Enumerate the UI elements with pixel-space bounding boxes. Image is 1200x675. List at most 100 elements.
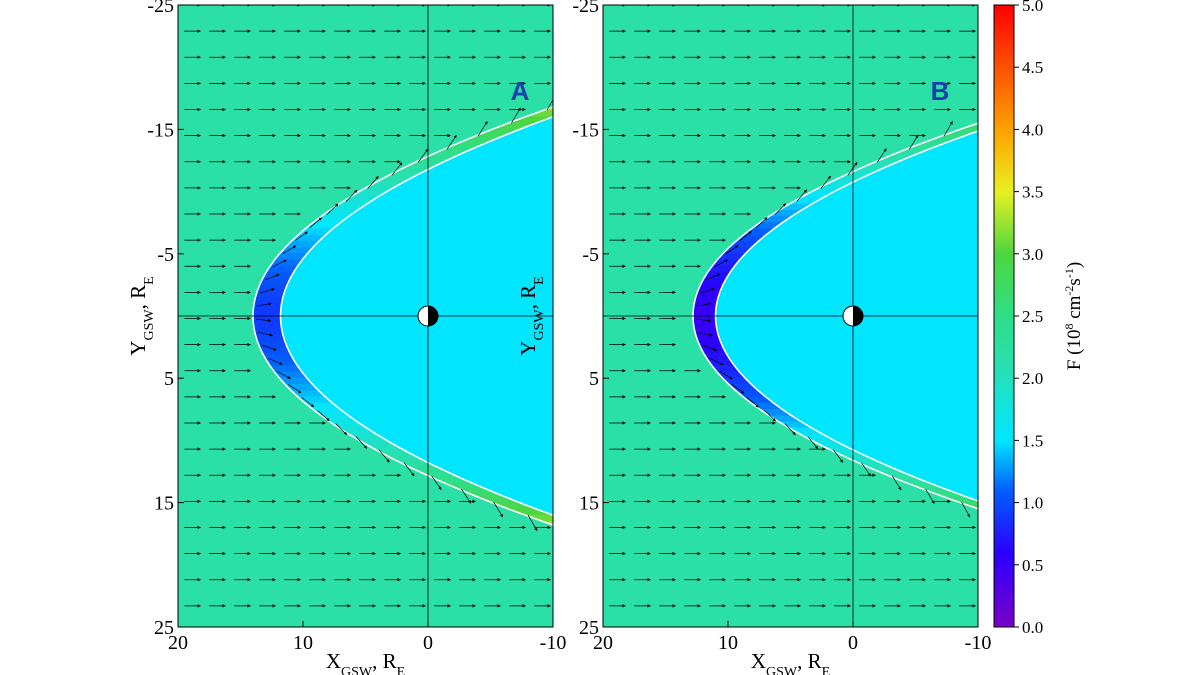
sheath-arrow <box>546 98 553 111</box>
y-tick-label: 15 <box>579 493 599 515</box>
x-tick-label: 10 <box>718 632 738 654</box>
y-tick-label: -15 <box>572 119 599 141</box>
y-tick-label: 15 <box>154 493 174 515</box>
magnetosheath-band <box>253 297 284 304</box>
sheath-arrow <box>309 217 322 228</box>
colorbar-tick-label: 2.5 <box>1022 307 1043 326</box>
sheath-arrow <box>511 107 521 124</box>
x-tick-label: -10 <box>540 632 567 654</box>
magnetosheath-band <box>259 278 291 286</box>
sheath-arrow <box>367 176 379 189</box>
magnetosheath-band <box>1099 546 1144 552</box>
sheath-arrow <box>847 162 858 176</box>
sheath-arrow <box>272 259 287 268</box>
magnetosheath-band <box>1036 98 1079 104</box>
sheath-arrow <box>981 108 989 124</box>
magnetosheath-band <box>699 346 727 354</box>
sheath-arrow <box>257 331 273 337</box>
y-tick-label: 25 <box>154 617 174 639</box>
x-tick-label: 0 <box>423 632 433 654</box>
sheath-arrow <box>696 302 712 307</box>
magnetosheath-band <box>1099 80 1144 86</box>
colorbar-tick-label: 4.0 <box>1022 120 1043 139</box>
sheath-arrow <box>833 449 844 463</box>
magnetosheath-band <box>262 353 295 360</box>
sheath-arrow <box>755 217 768 228</box>
sheath-arrow <box>925 488 935 504</box>
colorbar-tick-label: 1.5 <box>1022 431 1043 450</box>
magnetosheath-band <box>259 346 291 354</box>
colorbar-label-end: ) <box>1064 262 1085 268</box>
magnetosheath-band <box>560 527 606 533</box>
plot-frame <box>602 4 979 628</box>
colorbar-label-main: F (10 <box>1064 330 1085 371</box>
sheath-arrow <box>391 162 403 176</box>
y-tick-label: -15 <box>147 119 174 141</box>
sheath-arrow <box>698 331 713 337</box>
x-tick-label: 20 <box>168 632 188 654</box>
earth-icon <box>417 305 439 327</box>
y-tick-label: -5 <box>582 244 599 266</box>
magnetosheath-band <box>560 98 606 104</box>
sheath-arrow <box>378 449 390 463</box>
sheath-arrow <box>335 423 348 435</box>
magnetosheath-band <box>1122 73 1167 79</box>
magnetosheath-band <box>1192 571 1200 577</box>
sheath-arrow <box>493 501 504 518</box>
magnetosheath-band <box>252 309 282 317</box>
colorbar-tick-label: 0.0 <box>1022 618 1043 637</box>
y-axis-title: YGSW, RE <box>126 276 157 355</box>
magnetosheath-band <box>1057 658 1114 664</box>
colorbar-tick-label: 2.0 <box>1022 369 1043 388</box>
sheath-arrow <box>1021 94 1029 110</box>
magnetosheath-band <box>252 321 282 329</box>
sheath-arrow <box>702 344 718 351</box>
magnetosheath-band <box>693 297 719 304</box>
sheath-arrow <box>259 288 275 294</box>
colorbar-label-sup2: -2 <box>1062 286 1076 296</box>
magnetosheath-band <box>1036 527 1079 533</box>
sheath-arrow <box>256 318 272 323</box>
plot-area <box>178 5 1174 675</box>
magnetosheath-band <box>697 340 724 348</box>
sheath-arrow <box>1132 554 1140 571</box>
x-tick-label: 10 <box>293 632 313 654</box>
magnetosheath-band <box>917 627 971 633</box>
sheath-arrow <box>565 528 574 544</box>
sheath-arrow <box>1041 528 1049 544</box>
sheath-arrow <box>1064 80 1072 97</box>
magnetosheath-band <box>265 359 299 367</box>
magnetosheath-band <box>1116 671 1174 675</box>
sheath-arrow <box>876 148 887 163</box>
sheath-arrow <box>709 357 724 366</box>
magnetosheath-band <box>254 334 286 342</box>
magnetosheath-band <box>1122 552 1167 558</box>
x-axis-title: XGSW, RE <box>751 649 830 675</box>
sheath-arrow <box>1109 67 1117 84</box>
magnetosheath-band <box>253 328 284 335</box>
sheath-arrow <box>909 134 919 150</box>
magnetosheath-band <box>1192 55 1200 61</box>
sheath-arrow <box>820 175 831 189</box>
panel-label: A <box>511 76 530 106</box>
sheath-arrow <box>739 231 752 242</box>
y-tick-label: 25 <box>579 617 599 639</box>
colorbar-label-sup3: -1 <box>1062 268 1076 278</box>
panel-label: B <box>931 76 950 106</box>
sheath-arrow <box>264 273 280 281</box>
y-tick-label: -25 <box>147 0 174 17</box>
x-axis-title: XGSW, RE <box>326 649 405 675</box>
colorbar-label-s: s <box>1064 278 1085 285</box>
sheath-arrow <box>861 462 871 477</box>
magnetosheath-band <box>1078 86 1122 92</box>
sheath-arrow <box>891 475 902 491</box>
sheath-arrow <box>700 287 715 294</box>
magnetosheath-band <box>1057 534 1101 540</box>
x-tick-label: 0 <box>848 632 858 654</box>
sheath-arrow <box>774 203 786 215</box>
sheath-arrow <box>705 273 721 281</box>
sheath-arrow <box>1085 541 1093 558</box>
magnetosheath-band <box>1145 559 1191 565</box>
magnetosheath-band <box>695 334 721 342</box>
